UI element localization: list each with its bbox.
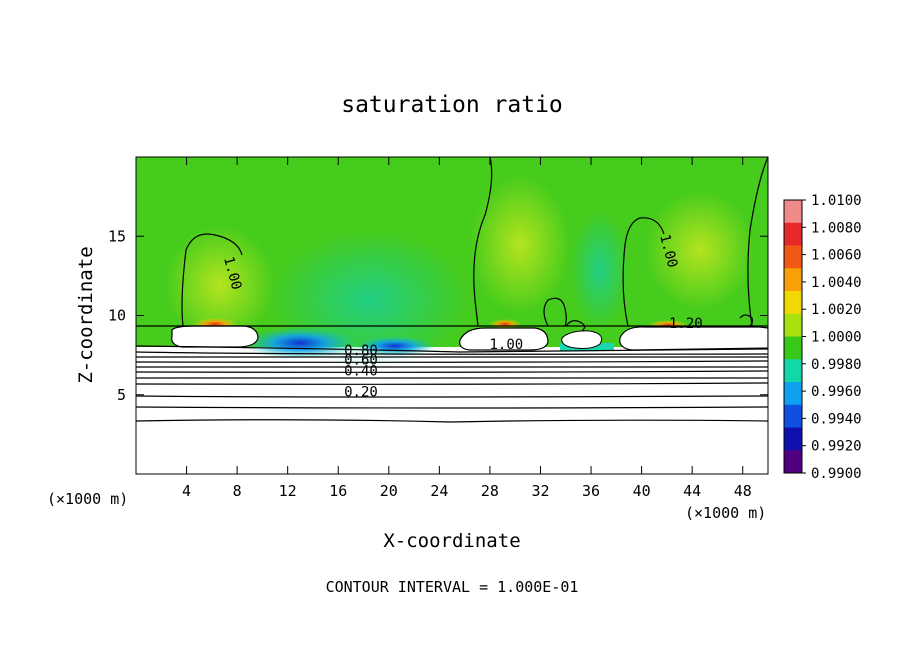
contour-label: 1.20 [669, 316, 703, 332]
x-tick-label: 40 [633, 482, 651, 500]
field-blob-yellow [470, 175, 570, 315]
contour-interval-footer: CONTOUR INTERVAL = 1.000E-01 [326, 578, 579, 596]
field-blob-yellow [165, 225, 275, 345]
colorbar-label: 1.0000 [811, 330, 862, 346]
colorbar-label: 1.0100 [811, 193, 862, 209]
x-tick-label: 44 [683, 482, 701, 500]
contour-lines [136, 157, 768, 423]
colorbar-label: 1.0020 [811, 302, 862, 318]
x-unit-right: (×1000 m) [685, 504, 766, 522]
x-axis-label: X-coordinate [383, 530, 520, 552]
colorbar: 1.0100 1.0080 1.0060 1.0040 1.0020 1.0000 0.99… [783, 193, 862, 482]
x-tick-label: 24 [430, 482, 448, 500]
x-tick-label: 8 [233, 482, 242, 500]
contour-label: 0.80 [344, 343, 378, 359]
y-axis-label: Z-coordinate [75, 246, 97, 383]
contour-label: 0.20 [344, 384, 378, 400]
colorbar-swatch [784, 359, 802, 383]
colorbar-label: 0.9900 [811, 466, 862, 482]
y-axis-ticks: 5 10 15 [108, 227, 768, 404]
colorbar-swatch [784, 222, 802, 246]
contour-labels: 1.001.001.201.000.800.600.400.20 [220, 233, 703, 401]
x-tick-label: 12 [279, 482, 297, 500]
colorbar-swatch [784, 313, 802, 337]
x-tick-label: 28 [481, 482, 499, 500]
field-blob-yellow [645, 190, 755, 310]
x-tick-label: 32 [531, 482, 549, 500]
cloud-region [459, 327, 549, 351]
colorbar-swatch [784, 450, 802, 474]
cloud-region [171, 325, 259, 348]
contour-label: 0.60 [344, 353, 378, 369]
cloud-region [561, 330, 603, 349]
colorbar-swatch [784, 245, 802, 269]
y-tick-label: 10 [108, 307, 126, 325]
colorbar-label: 0.9980 [811, 357, 862, 373]
contour-label: 1.00 [489, 337, 523, 353]
colorbar-swatch [784, 404, 802, 428]
y-tick-label: 15 [108, 227, 126, 245]
colorbar-label: 1.0080 [811, 220, 862, 236]
colorbar-swatch [784, 268, 802, 292]
x-unit-left: (×1000 m) [47, 490, 128, 508]
x-tick-label: 36 [582, 482, 600, 500]
plot-area [136, 157, 768, 474]
colorbar-label: 1.0040 [811, 275, 862, 291]
x-tick-label: 48 [734, 482, 752, 500]
field-blob-teal [570, 210, 630, 330]
colorbar-label: 1.0060 [811, 248, 862, 264]
x-tick-label: 20 [380, 482, 398, 500]
colorbar-swatch [784, 200, 802, 224]
colorbar-swatch [784, 291, 802, 315]
colorbar-label: 0.9960 [811, 384, 862, 400]
field-blob-blue [242, 327, 358, 359]
y-tick-label: 5 [117, 386, 126, 404]
x-tick-label: 4 [182, 482, 191, 500]
contour-label: 0.40 [344, 364, 378, 380]
colorbar-swatch [784, 336, 802, 360]
chart-title: saturation ratio [341, 92, 563, 118]
x-axis-ticks: 4 8 12 16 20 24 28 32 36 40 44 48 [182, 157, 752, 500]
x-tick-label: 16 [329, 482, 347, 500]
colorbar-label: 0.9920 [811, 439, 862, 455]
colorbar-label: 0.9940 [811, 411, 862, 427]
cloud-region [619, 326, 768, 351]
colorbar-swatch [784, 382, 802, 406]
colorbar-swatch [784, 427, 802, 451]
